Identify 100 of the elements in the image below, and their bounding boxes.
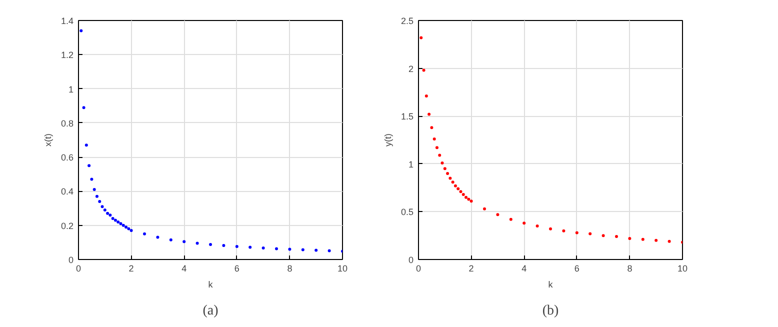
point (467, 198, 470, 201)
y-tick-label: 0 (68, 255, 74, 265)
point (143, 232, 146, 236)
x-tick-label: 10 (677, 264, 688, 274)
y-axis-title: x(t) (42, 133, 53, 146)
point (448, 176, 452, 180)
y-tick-label: 0.5 (400, 207, 414, 218)
point (536, 224, 539, 228)
point (668, 240, 671, 243)
point (628, 236, 632, 240)
point (509, 218, 512, 221)
x-axis-title: k (208, 280, 214, 290)
point (90, 178, 94, 181)
point (262, 246, 265, 250)
point (470, 200, 473, 203)
point (641, 238, 644, 241)
point (602, 234, 605, 238)
point (103, 208, 106, 212)
point (430, 126, 434, 130)
y-tick-label: 1.4 (60, 16, 74, 26)
point (496, 213, 500, 216)
point (459, 190, 462, 194)
point (114, 218, 117, 222)
point (124, 226, 128, 229)
y-tick-label: 1 (68, 84, 74, 94)
point (446, 172, 450, 175)
point (98, 200, 102, 203)
x-tick-label: 0 (76, 264, 82, 274)
point (84, 144, 88, 147)
y-tick-label: 0 (408, 255, 414, 265)
x-tick-label: 2 (128, 264, 134, 274)
y-tick-label: 0.8 (60, 118, 74, 128)
x-tick-label: 4 (522, 264, 527, 274)
point (156, 236, 160, 239)
point (549, 227, 552, 230)
point (615, 235, 618, 238)
point (80, 29, 83, 32)
point (443, 167, 446, 170)
x-tick-label: 6 (574, 264, 580, 274)
point (464, 196, 468, 199)
y-tick-label: 2 (408, 64, 414, 74)
point (588, 232, 592, 236)
point (420, 36, 423, 40)
y-tick-label: 0.4 (60, 186, 74, 197)
point (235, 245, 238, 248)
point (122, 224, 125, 227)
point (438, 154, 442, 157)
point (462, 192, 465, 196)
point (106, 212, 110, 215)
point (82, 106, 86, 110)
point (169, 238, 172, 242)
y-tick-label: 1.5 (400, 112, 414, 122)
point (130, 228, 133, 232)
point (108, 214, 112, 217)
point (196, 242, 199, 245)
x-tick-label: 10 (337, 264, 348, 274)
point (119, 222, 122, 226)
point (275, 247, 278, 250)
point (222, 244, 226, 247)
point (248, 246, 252, 249)
point (654, 238, 658, 242)
y-axis-title: y(t) (382, 133, 393, 146)
x-axis-title: k (548, 280, 554, 290)
x-tick-label: 8 (627, 264, 632, 274)
point (95, 194, 98, 198)
point (440, 161, 444, 164)
point (288, 248, 292, 251)
point (127, 227, 130, 230)
point (456, 187, 460, 190)
y-tick-label: 2.5 (400, 16, 414, 26)
point (182, 240, 186, 244)
y-tick-label: 1.2 (60, 50, 74, 60)
text: (b) (542, 304, 559, 318)
point (428, 112, 431, 116)
x-tick-label: 2 (468, 264, 474, 274)
y-tick-label: 0.2 (60, 220, 74, 231)
point (92, 188, 96, 192)
point (111, 217, 114, 220)
x-tick-label: 8 (287, 264, 292, 274)
x-tick-label: 4 (182, 264, 187, 274)
y-tick-label: 1 (408, 159, 414, 170)
x-tick-label: 0 (416, 264, 422, 274)
point (424, 94, 428, 98)
point (88, 164, 91, 168)
text: (a) (202, 304, 219, 318)
point (435, 146, 438, 150)
point (451, 180, 454, 184)
point (575, 231, 578, 234)
point (432, 138, 436, 141)
point (422, 68, 426, 72)
point (209, 242, 212, 246)
point (100, 205, 104, 208)
point (328, 249, 331, 252)
point (522, 222, 526, 225)
x-tick-label: 6 (234, 264, 240, 274)
point (562, 229, 566, 232)
point (483, 207, 486, 210)
point (116, 220, 120, 224)
point (454, 184, 457, 188)
point (314, 248, 318, 252)
